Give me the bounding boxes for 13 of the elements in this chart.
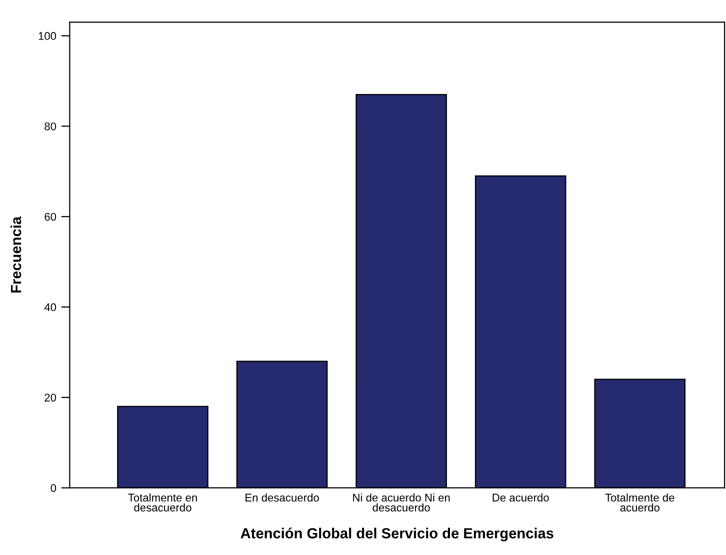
y-tick-label: 0 — [50, 484, 56, 492]
x-tick-label: Totalmente de acuerdo — [605, 493, 674, 512]
y-tick-label: 100 — [38, 32, 56, 40]
x-tick-label: De acuerdo — [492, 493, 549, 502]
x-tick-label: Ni de acuerdo Ni en desacuerdo — [353, 493, 450, 512]
y-tick-label: 40 — [44, 303, 56, 312]
x-axis-title: Atención Global del Servicio de Emergencias — [240, 528, 554, 542]
x-tick-label: En desacuerdo — [246, 493, 319, 502]
y-tick-label: 60 — [44, 212, 56, 221]
y-tick-label: 80 — [44, 122, 56, 130]
y-tick-label: 20 — [44, 394, 56, 402]
x-tick-label: Totalmente en desacuerdo — [128, 493, 197, 512]
y-axis-title: Frecuencia — [10, 216, 22, 293]
